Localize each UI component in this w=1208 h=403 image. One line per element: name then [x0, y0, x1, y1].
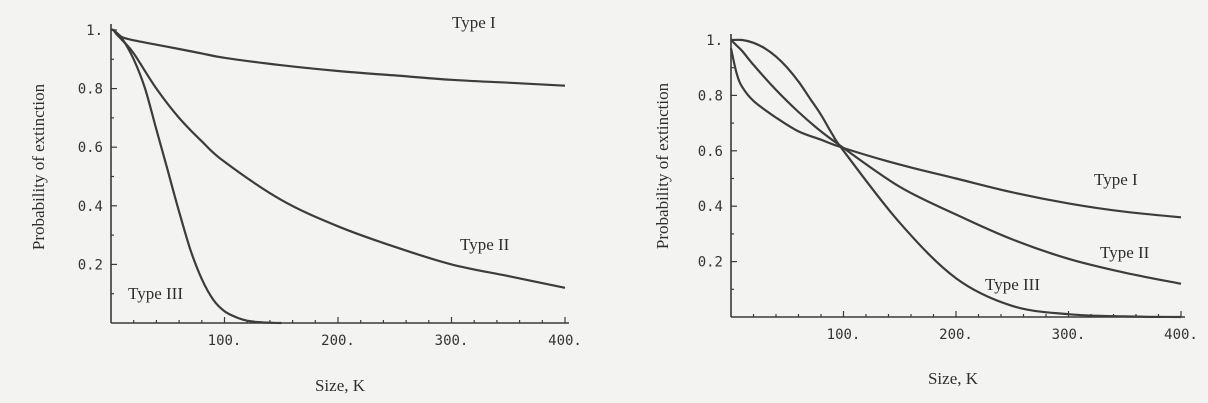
x-tick-label: 300.	[1052, 327, 1086, 343]
x-axis-title: Size, K	[928, 369, 979, 388]
x-axis-title: Size, K	[315, 376, 366, 395]
x-tick-label: 400.	[548, 333, 582, 349]
right-chart-panel: 0.2 0.4 0.6 0.8 1. 100. 200. 300. 400. Size, K P…	[604, 0, 1208, 403]
y-axis-title: Probability of extinction	[653, 82, 672, 249]
series-line-type-iii	[730, 38, 1182, 319]
x-tick-label: 400.	[1164, 327, 1198, 343]
y-tick-label: 0.2	[698, 255, 723, 271]
x-tick-label: 100.	[827, 327, 861, 343]
series-label-type-i: Type I	[452, 13, 496, 32]
series-line-type-i	[110, 28, 566, 87]
x-tick-label: 200.	[321, 333, 355, 349]
y-axis-title: Probability of extinction	[29, 83, 48, 250]
y-tick-label: 1.	[86, 23, 103, 39]
y-tick-label: 0.2	[78, 257, 103, 273]
x-tick-label: 200.	[939, 327, 973, 343]
series-label-type-ii: Type II	[460, 235, 510, 254]
series-label-type-i: Type I	[1094, 170, 1138, 189]
series-line-type-ii	[730, 39, 1182, 285]
series-line-type-ii	[110, 28, 566, 289]
y-tick-label: 0.4	[698, 199, 723, 215]
series-line-type-i	[729, 48, 1182, 219]
left-chart-panel: 0.2 0.4 0.6 0.8 1. 100. 200. 300. 400. Size, K P…	[29, 13, 582, 395]
right-chart: 0.2 0.4 0.6 0.8 1. 100. 200. 300. 400. Size, K P…	[653, 33, 1198, 388]
y-tick-label: 0.8	[78, 82, 103, 98]
y-tick-label: 0.8	[698, 88, 723, 104]
series-label-type-ii: Type II	[1100, 243, 1150, 262]
series-line-type-iii	[110, 28, 282, 325]
left-chart: 0.2 0.4 0.6 0.8 1. 100. 200. 300. 400. Size, K P…	[29, 13, 582, 395]
y-tick-label: 0.6	[698, 144, 723, 160]
x-tick-label: 300.	[435, 333, 469, 349]
y-tick-label: 0.6	[78, 140, 103, 156]
x-tick-label: 100.	[208, 333, 242, 349]
y-tick-label: 1.	[706, 33, 723, 49]
series-label-type-iii: Type III	[128, 284, 183, 303]
y-tick-label: 0.4	[78, 199, 103, 215]
series-label-type-iii: Type III	[985, 275, 1040, 294]
